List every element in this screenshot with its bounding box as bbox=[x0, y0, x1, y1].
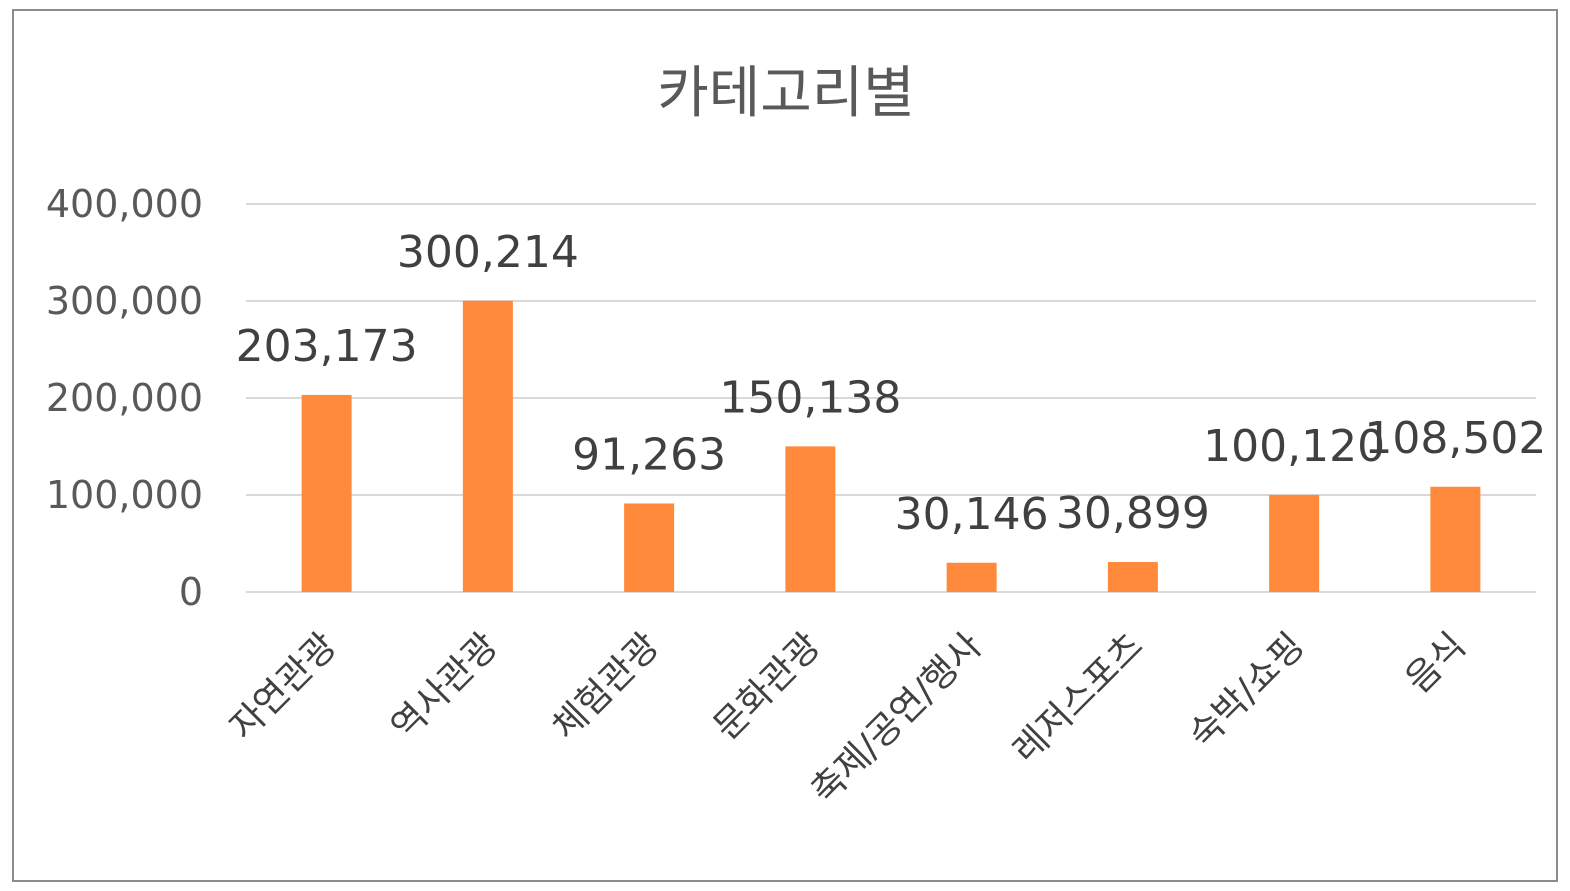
x-tick-label: 음식 bbox=[1398, 625, 1474, 701]
data-label: 30,146 bbox=[895, 489, 1049, 540]
data-label: 91,263 bbox=[572, 429, 726, 480]
data-labels: 203,173 300,214 91,263 150,138 30,146 30,899 1… bbox=[236, 227, 1547, 540]
chart-title: 카테고리별 bbox=[657, 61, 915, 126]
x-tick-label: 레저스포츠 bbox=[1005, 625, 1151, 771]
x-tick-label: 자연관광 bbox=[222, 625, 345, 748]
gridlines bbox=[246, 203, 1536, 593]
data-label: 150,138 bbox=[719, 372, 901, 423]
x-tick-label: 축제/공연/행사 bbox=[803, 625, 990, 812]
y-tick-label: 300,000 bbox=[46, 279, 203, 323]
bar bbox=[1107, 562, 1158, 592]
y-tick-label: 200,000 bbox=[46, 376, 203, 420]
data-label: 300,214 bbox=[397, 227, 579, 278]
y-tick-label: 400,000 bbox=[46, 182, 203, 226]
bar bbox=[785, 446, 836, 592]
data-label: 30,899 bbox=[1056, 488, 1210, 539]
x-tick-label: 체험관광 bbox=[545, 625, 668, 748]
data-label: 100,120 bbox=[1203, 421, 1385, 472]
bar bbox=[624, 503, 675, 592]
bar bbox=[1269, 494, 1320, 592]
bars bbox=[301, 300, 1481, 592]
bar bbox=[301, 394, 352, 592]
chart-frame bbox=[12, 9, 1558, 882]
bar bbox=[1430, 486, 1481, 592]
x-tick-label: 역사관광 bbox=[384, 625, 507, 748]
y-tick-label: 100,000 bbox=[46, 473, 203, 517]
data-label: 108,502 bbox=[1364, 413, 1546, 464]
y-tick-label: 0 bbox=[179, 570, 203, 614]
x-tick-label: 숙박/쇼핑 bbox=[1181, 625, 1312, 756]
data-label: 203,173 bbox=[236, 321, 418, 372]
y-axis-tick-labels: 0 100,000 200,000 300,000 400,000 bbox=[46, 182, 203, 614]
x-tick-label: 문화관광 bbox=[706, 625, 829, 748]
bar bbox=[946, 562, 997, 592]
bar bbox=[462, 300, 513, 592]
